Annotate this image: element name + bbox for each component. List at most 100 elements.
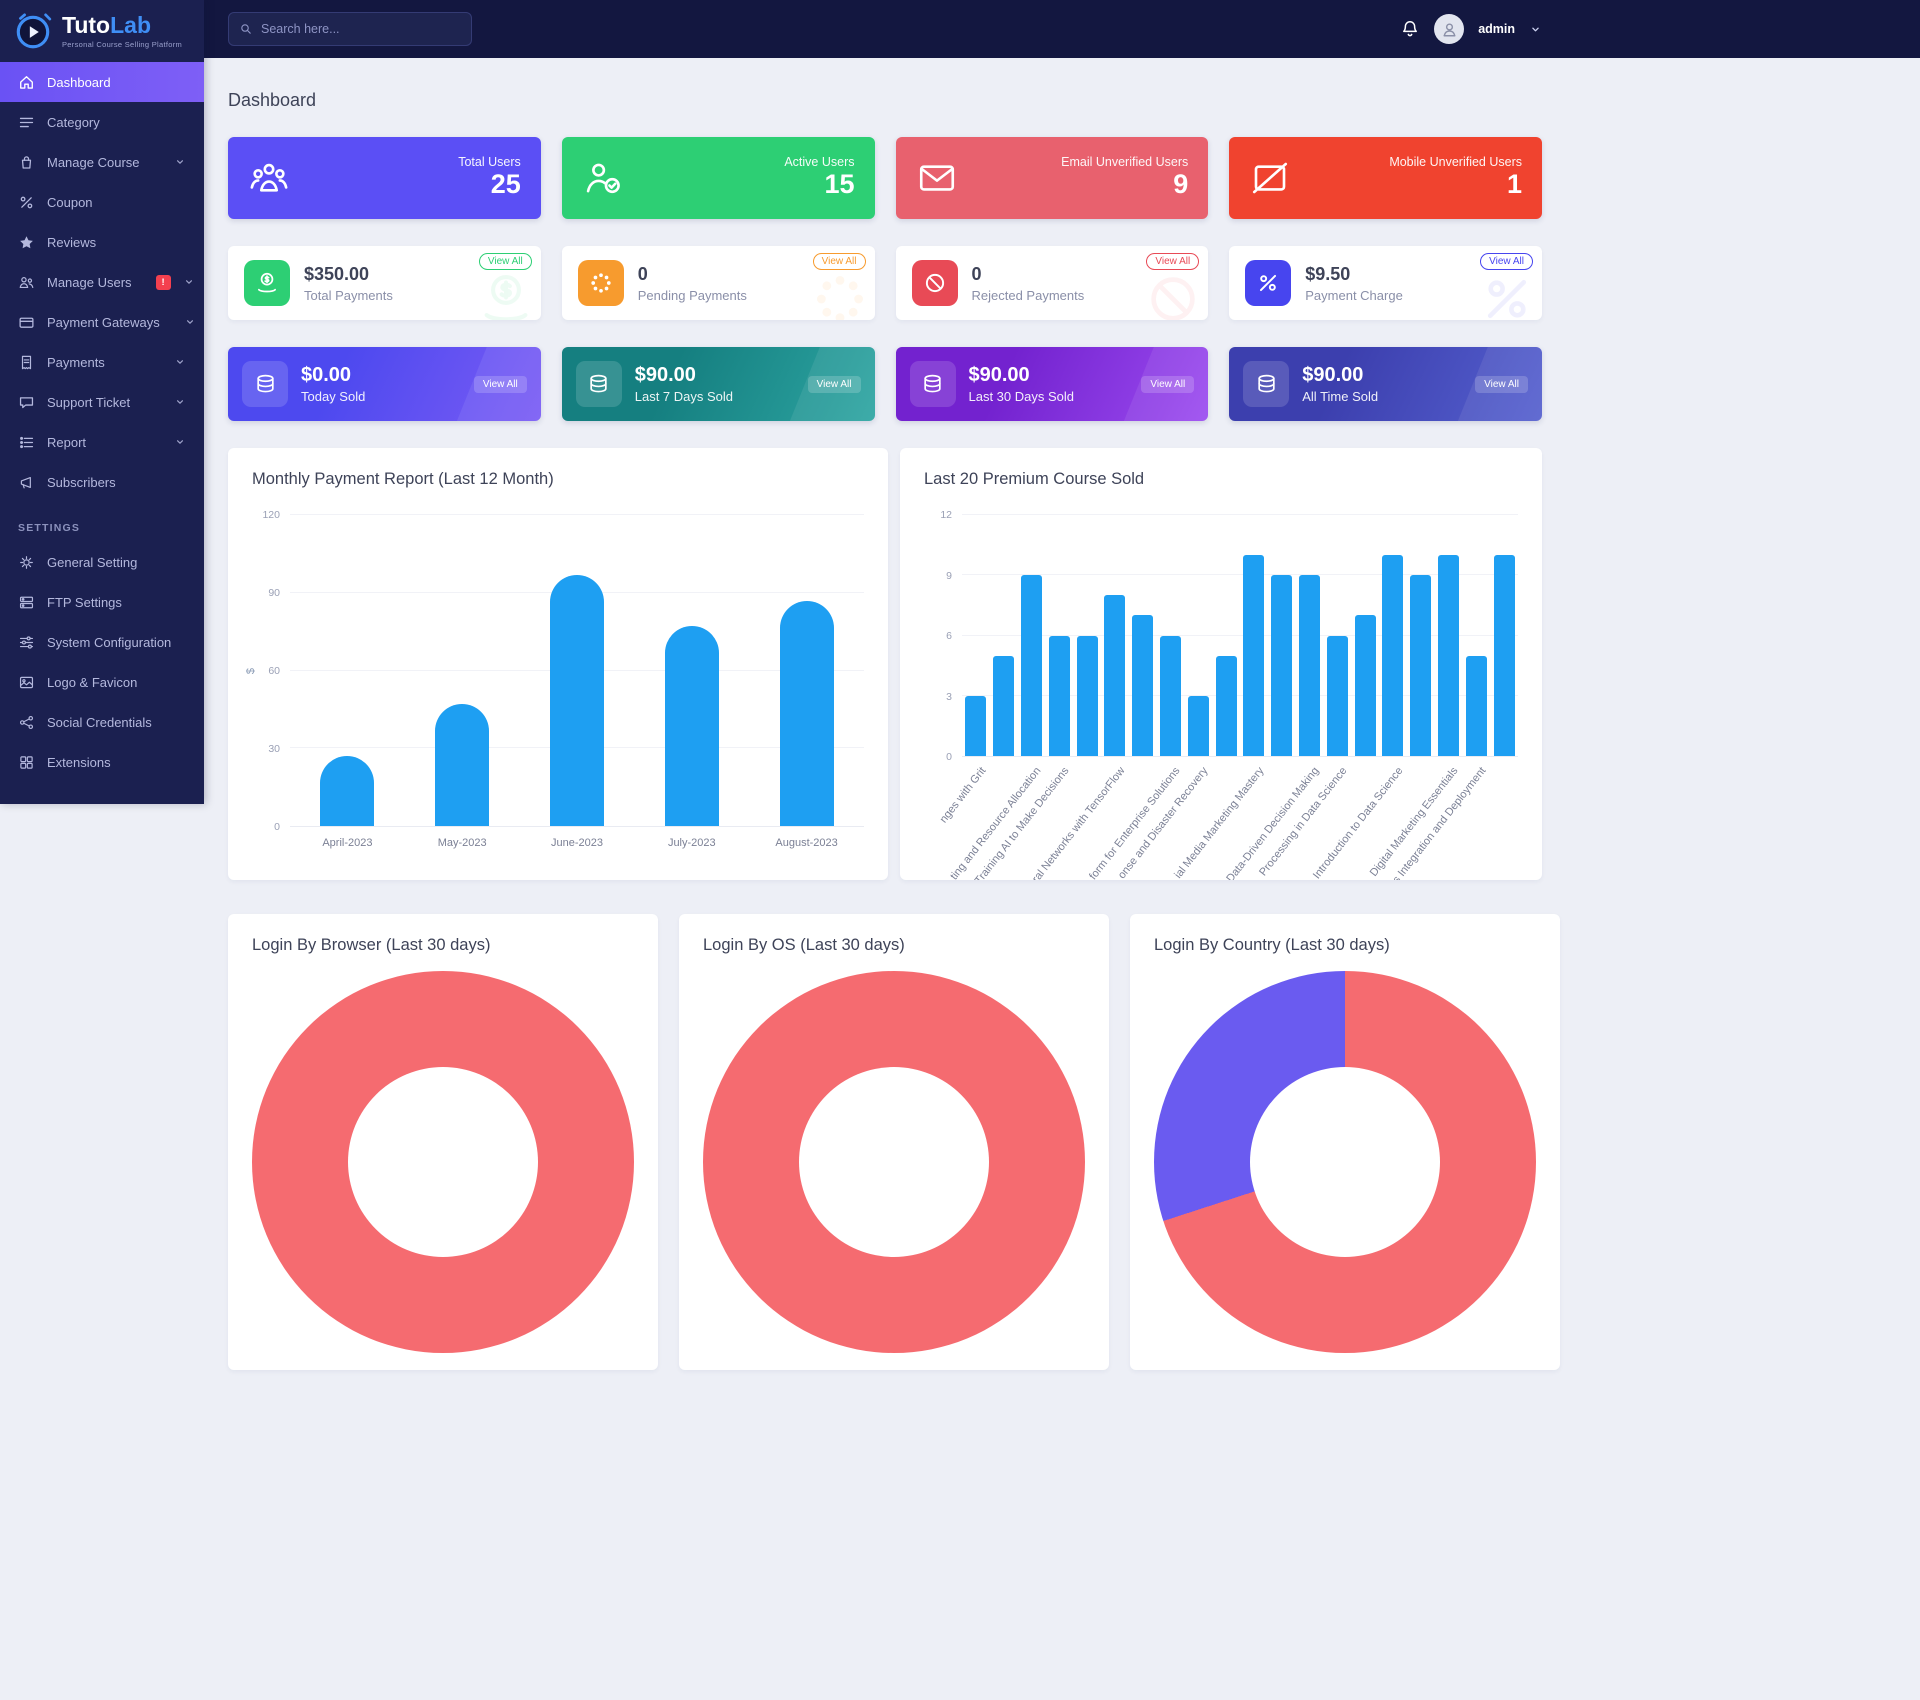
bar-slot [1184,515,1212,756]
sidebar-item-ftp-settings[interactable]: FTP Settings [0,582,204,622]
chevron-down-icon [174,156,186,168]
bar [993,655,1015,756]
view-all-badge[interactable]: View All [478,253,532,270]
y-axis-tick: 60 [268,665,280,677]
bar-slot [1268,515,1296,756]
y-axis-title: $ [245,667,258,674]
donut-chart-browser [252,971,634,1353]
sidebar-item-payments[interactable]: Payments [0,342,204,382]
sidebar-item-label: Manage Users [47,274,132,290]
sidebar-item-manage-users[interactable]: Manage Users ! [0,262,204,302]
gridline [962,634,1518,636]
payment-text: $9.50 Payment Charge [1305,264,1403,303]
avatar[interactable] [1434,14,1465,44]
user-chevron-down-icon[interactable] [1529,23,1542,36]
notification-badge: ! [155,274,171,290]
sold-value: $90.00 [968,364,1030,386]
users-icon [18,274,35,291]
y-axis-tick: 6 [946,630,952,642]
payment-text: 0 Rejected Payments [972,264,1085,303]
bar-slot [1212,515,1240,756]
sidebar-item-extensions[interactable]: Extensions [0,742,204,782]
subscribers-icon [18,474,35,491]
view-all-badge[interactable]: View All [473,375,527,393]
bar-slot [405,515,520,826]
sold-label: Last 30 Days Sold [968,389,1075,404]
bar-slot [290,515,405,826]
bar-slot [1157,515,1185,756]
login-by-country-card: Login By Country (Last 30 days) [1130,914,1560,1370]
users-group-icon [248,157,290,199]
view-all-badge[interactable]: View All [812,253,866,270]
bar-slot [1129,515,1157,756]
gridline [290,514,864,515]
chart-body: April-2023 May-2023 June-2023 July-2023 Augu… [290,514,864,849]
sidebar-item-social-credentials[interactable]: Social Credentials [0,702,204,742]
search-input[interactable] [261,22,461,36]
bar-slot [1240,515,1268,756]
image-icon [18,674,35,691]
payment-label: Total Payments [304,287,393,303]
stat-text: Email Unverified Users 9 [1061,155,1188,200]
view-all-badge[interactable]: View All [807,375,861,393]
stat-label: Total Users [458,155,521,170]
sidebar-item-dashboard[interactable]: Dashboard [0,62,204,102]
main-nav: Dashboard Category Manage Course Coupon … [0,62,204,502]
bell-icon[interactable] [1400,19,1420,39]
sidebar-item-report[interactable]: Report [0,422,204,462]
card-icon [18,314,35,331]
y-axis-tick: 30 [268,743,280,755]
sidebar-item-label: Support Ticket [47,394,131,410]
view-all-badge[interactable]: View All [1480,253,1533,270]
search-box[interactable] [228,12,472,46]
payment-label: Payment Charge [1305,287,1403,303]
sidebar-item-category[interactable]: Category [0,102,204,142]
sidebar-item-label: Payments [47,354,105,370]
sidebar-item-support-ticket[interactable]: Support Ticket [0,382,204,422]
sold-label: Today Sold [301,389,366,404]
percent-icon [18,194,35,211]
y-axis-tick: 0 [274,821,280,833]
chevron-down-icon [174,436,186,448]
sidebar-item-label: General Setting [47,554,138,570]
monthly-bar-chart: 0 30 60 90 120 $ April-2023 May-2023 June-2023 J… [245,509,864,849]
brand-logo-icon [12,10,54,52]
username-label[interactable]: admin [1478,22,1515,36]
premium-bar-chart: 0 3 6 9 12 nges with Grit ting and Resource A… [924,509,1518,880]
payment-card-pending-payments: View All 0 Pending Payments [561,246,875,320]
sidebar-item-logo-favicon[interactable]: Logo & Favicon [0,662,204,702]
topbar: admin [0,0,1920,58]
sidebar-item-label: Manage Course [47,154,140,170]
bar-slot [634,515,749,826]
spinner-dots-icon [577,260,624,306]
ban-icon [911,260,958,306]
envelope-icon [916,157,958,199]
donut-wrap [252,971,634,1353]
sidebar-item-reviews[interactable]: Reviews [0,222,204,262]
payment-label: Pending Payments [637,287,747,303]
sidebar-item-subscribers[interactable]: Subscribers [0,462,204,502]
sidebar-item-label: Logo & Favicon [47,674,138,690]
bar [1159,635,1181,756]
sidebar-item-coupon[interactable]: Coupon [0,182,204,222]
y-axis-tick: 90 [268,587,280,599]
sidebar-item-system-configuration[interactable]: System Configuration [0,622,204,662]
view-all-badge[interactable]: View All [1141,375,1195,393]
brand-name: TutoLab [62,11,151,38]
view-all-badge[interactable]: View All [1475,375,1528,393]
x-axis-label: August-2023 [775,837,838,849]
donut-chart-os [703,971,1085,1353]
bar-slot [1351,515,1379,756]
y-axis-tick: 12 [940,509,952,521]
x-axis-label: April-2023 [322,837,373,849]
plot-area [290,514,864,827]
sidebar-item-payment-gateways[interactable]: Payment Gateways [0,302,204,342]
coins-icon [1243,361,1290,407]
bar-slot [1101,515,1129,756]
view-all-badge[interactable]: View All [1146,253,1200,270]
sidebar-item-manage-course[interactable]: Manage Course [0,142,204,182]
report-icon [18,434,35,451]
brand[interactable]: TutoLab Personal Course Selling Platform [0,0,204,62]
main-content: Dashboard Total Users 25 Active Users 15… [204,58,1566,1370]
sidebar-item-general-setting[interactable]: General Setting [0,542,204,582]
